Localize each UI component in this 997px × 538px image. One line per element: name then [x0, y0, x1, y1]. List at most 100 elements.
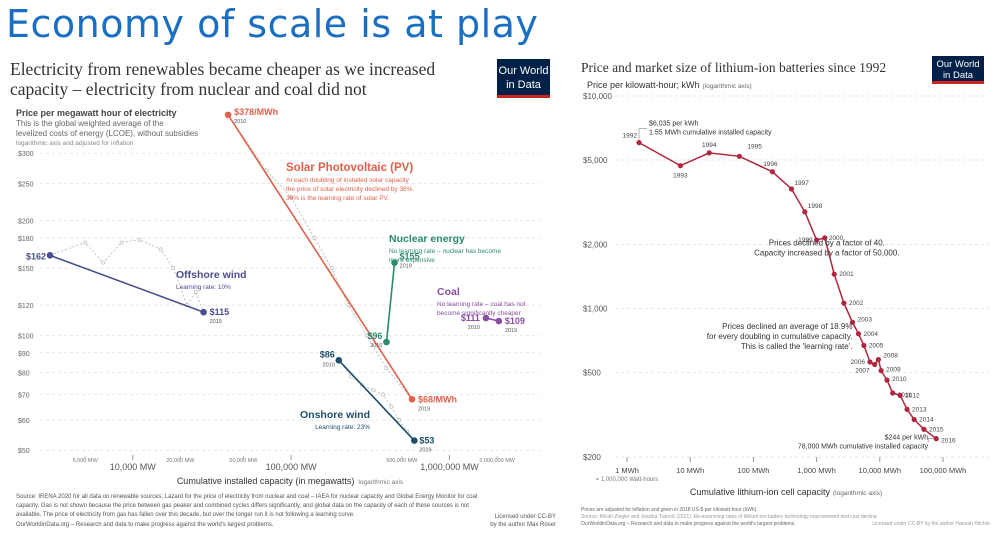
left-source-line3: available. The price of electricity from…	[16, 512, 355, 518]
right-logo-line1: Our World	[936, 59, 979, 70]
battery-year-label: 1997	[794, 180, 809, 187]
battery-year-label: 1993	[673, 173, 688, 180]
battery-year-label: 2014	[919, 417, 934, 424]
left-y-tick-label: $250	[18, 181, 34, 188]
battery-point-1997	[788, 186, 795, 192]
left-y-desc-line3: logarithmic axis and adjusted for inflat…	[16, 140, 134, 147]
left-y-tick-label: $200	[18, 218, 34, 225]
left-x-axis-label-main: Cumulative installed capacity (in megawa…	[177, 476, 355, 486]
onshore-wind-trend-line	[338, 359, 415, 442]
left-y-tick-label: $90	[18, 351, 30, 358]
battery-point-2003	[849, 319, 856, 325]
battery-year-label: 1999	[798, 237, 813, 244]
offshore-wind-end-year: 2019	[210, 319, 222, 325]
left-footer[interactable]: OurWorldinData.org – Research and data t…	[16, 522, 274, 528]
battery-point-1993	[677, 163, 684, 169]
right-logo-line2: in Data	[943, 70, 974, 81]
right-source-line2: Source: Micah Ziegler and Jessika Tranci…	[581, 514, 878, 520]
onshore-wind-observed-point	[371, 387, 376, 392]
offshore-wind-observed-point	[137, 237, 142, 242]
battery-year-label: 2007	[855, 367, 870, 374]
right-x-tick-label: 10,000 MWh	[859, 466, 902, 475]
left-y-tick-label: $120	[18, 303, 34, 310]
page-title: Economy of scale is at play	[6, 2, 539, 46]
right-y-tick-label: $200	[583, 453, 601, 462]
battery-point-1999	[814, 237, 820, 243]
left-y-tick-label: $300	[18, 151, 34, 158]
offshore-wind-name-label: Offshore wind	[176, 269, 247, 281]
onshore-wind-observed-point	[349, 374, 354, 379]
left-y-tick-label: $100	[18, 333, 34, 340]
solar-pv-observed-point	[312, 235, 317, 240]
battery-point-1994	[706, 150, 712, 156]
solar-pv-end-label: $68/MWh	[418, 394, 457, 404]
nuclear-end-label: $155	[400, 252, 420, 262]
battery-year-label: 2004	[863, 331, 878, 338]
solar-pv-start-label: $378/MWh	[234, 107, 278, 117]
right-x-sub-label: = 1,000,000 Watt-hours	[596, 477, 659, 483]
battery-point-2015	[921, 426, 927, 432]
left-x-minor-tick-label: 5,000 MW	[73, 458, 99, 464]
left-x-tick-label: 1,000,000 MW	[420, 462, 479, 472]
nuclear-start-label: $96	[367, 331, 382, 341]
solar-pv-subtitle: At each doubling of installed solar capa…	[286, 177, 410, 184]
nuclear-name-label: Nuclear energy	[389, 233, 465, 245]
battery-point-2007	[872, 361, 878, 368]
onshore-wind-subtitle: Learning rate: 23%	[315, 424, 370, 431]
battery-point-2011	[890, 390, 896, 396]
offshore-wind-end-point	[200, 308, 207, 316]
right-x-axis-label: Cumulative lithium-ion cell capacity (log…	[690, 487, 882, 497]
solar-pv-subtitle: the price of solar electricity declined …	[286, 186, 414, 193]
right-y-axis-label-main: Price per kilowatt-hour; kWh	[587, 80, 700, 90]
right-x-tick-label: 1 MWh	[615, 466, 639, 475]
battery-year-label: 2002	[849, 300, 864, 307]
offshore-wind-observed-point	[171, 266, 176, 271]
left-chart-title-line1: Electricity from renewables became cheap…	[10, 59, 435, 79]
right-y-tick-label: $2,000	[583, 241, 608, 250]
lithium-ion-battery-chart: Price and market size of lithium-ion bat…	[581, 56, 991, 527]
nuclear-start-year: 2010	[370, 343, 382, 349]
battery-point-2009	[878, 368, 884, 374]
offshore-wind-observed-point	[101, 260, 106, 265]
right-owid-logo[interactable]: Our World in Data	[932, 56, 984, 84]
offshore-wind-observed-line	[49, 239, 205, 313]
nuclear-end-point	[391, 259, 398, 266]
onshore-wind-name-label: Onshore wind	[300, 409, 370, 421]
battery-point-2000	[822, 235, 828, 241]
nuclear-subtitle: more expensive	[389, 257, 435, 264]
solar-pv-trend-line	[227, 114, 413, 400]
right-footer[interactable]: OurWorldinData.org – Research and data t…	[581, 521, 796, 527]
offshore-wind-observed-point	[193, 289, 198, 294]
left-y-tick-label: $70	[18, 392, 30, 399]
battery-year-label: 1996	[763, 161, 778, 168]
right-x-tick-label: 1,000 MWh	[797, 466, 835, 475]
left-y-tick-label: $50	[18, 448, 30, 455]
solar-pv-start-point	[224, 111, 232, 119]
coal-end-label: $109	[505, 316, 525, 326]
coal-start-point	[482, 314, 490, 322]
offshore-wind-subtitle: Learning rate: 10%	[176, 284, 231, 291]
battery-year-label: 1998	[808, 203, 823, 210]
left-x-minor-tick-label: 2,000,000 MW	[479, 458, 516, 464]
note-last-point-line2: 78,000 MWh cumulative installed capacity	[798, 444, 929, 451]
battery-point-1992	[636, 140, 642, 146]
nuclear-trend-line	[385, 262, 396, 343]
battery-year-label: 2003	[858, 316, 873, 323]
left-y-desc-line2: levelized costs of energy (LCOE), withou…	[16, 129, 198, 138]
battery-year-label: 2009	[886, 367, 901, 374]
right-y-tick-label: $500	[583, 368, 601, 377]
right-y-tick-label: $5,000	[583, 156, 608, 165]
battery-year-label: 2012	[905, 392, 920, 399]
left-owid-logo[interactable]: Our World in Data	[497, 59, 550, 98]
coal-end-point	[495, 317, 503, 325]
offshore-wind-trend-line	[49, 254, 204, 313]
battery-point-2014	[911, 416, 917, 423]
battery-point-2001	[831, 271, 837, 277]
left-x-axis-label: Cumulative installed capacity (in megawa…	[177, 476, 404, 486]
right-x-tick-label: 10 MWh	[676, 466, 704, 475]
battery-point-2005	[861, 342, 867, 349]
note-learning-rate-line1: Prices declined an average of 18.9%	[722, 322, 852, 331]
solar-pv-observed-point	[346, 303, 351, 308]
left-y-axis-label: Price per megawatt hour of electricity	[16, 108, 177, 118]
left-x-tick-label: 100,000 MW	[266, 462, 318, 472]
